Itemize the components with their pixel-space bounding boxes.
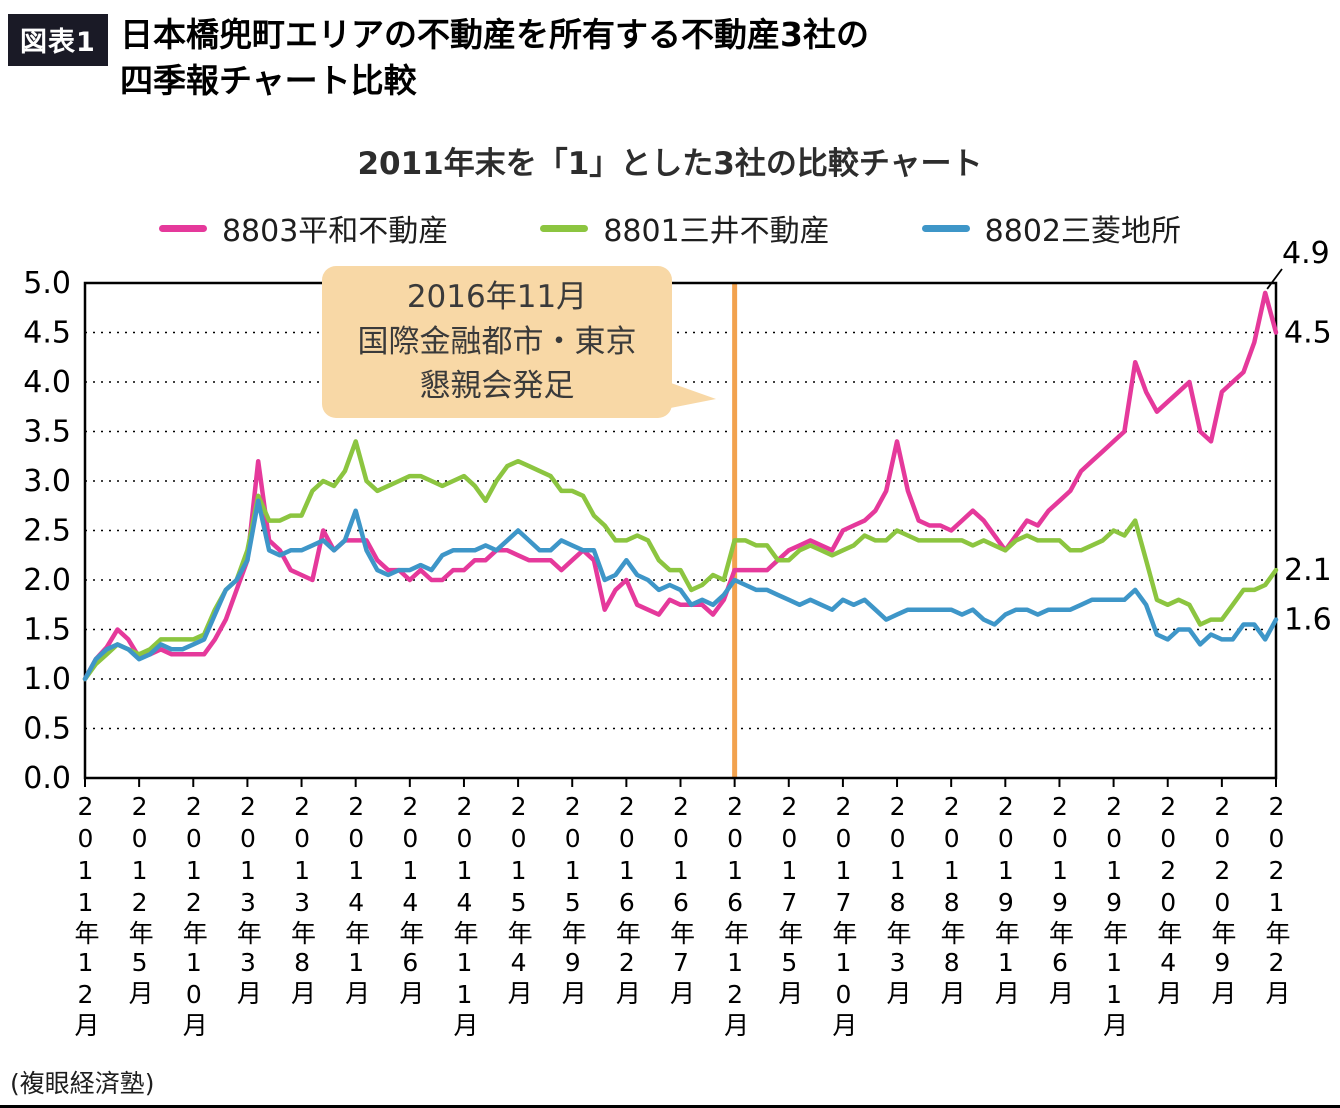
figure-badge: 図表1 [8, 14, 108, 66]
x-axis-label: 2021年2月 [1262, 792, 1291, 1008]
y-axis-label: 3.0 [23, 464, 71, 499]
annotation-line3: 懇親会発足 [419, 368, 575, 405]
x-axis-label: 2014年1月 [341, 792, 371, 1008]
y-axis-label: 4.5 [23, 316, 71, 351]
x-axis-label: 2017年10月 [828, 792, 858, 1040]
x-axis-label: 2011年12月 [71, 792, 100, 1040]
legend-item-8802: 8802三菱地所 [921, 206, 1182, 250]
y-axis-label: 5.0 [23, 266, 71, 301]
legend-swatch [540, 224, 589, 232]
annotation-line2: 国際金融都市・東京 [357, 323, 637, 360]
x-axis-label: 2015年4月 [504, 792, 534, 1008]
x-axis-label: 2015年9月 [558, 792, 588, 1008]
legend-label: 8802三菱地所 [984, 214, 1182, 249]
page-title-line2: 四季報チャート比較 [120, 60, 417, 100]
peak-leader-line [1266, 268, 1283, 290]
x-axis-label: 2012年10月 [179, 792, 209, 1040]
event-annotation-callout: 2016年11月 国際金融都市・東京 懇親会発足 [322, 266, 672, 418]
x-axis-label: 2014年11月 [449, 792, 479, 1040]
x-axis-label: 2018年3月 [883, 792, 913, 1008]
series-line-8802 [82, 498, 1279, 682]
bottom-divider [0, 1105, 1340, 1108]
legend-label: 8801三井不動産 [603, 214, 830, 249]
x-axis-label: 2017年5月 [774, 792, 804, 1008]
source-credit: (複眼経済塾) [10, 1069, 155, 1098]
series-line-8801 [82, 439, 1279, 682]
legend-item-8803: 8803平和不動産 [158, 206, 449, 250]
chart-legend: 8803平和不動産 8801三井不動産 8802三菱地所 [0, 206, 1340, 250]
legend-label: 8803平和不動産 [221, 214, 449, 249]
y-axis-label: 3.5 [23, 415, 71, 450]
y-axis-label: 1.5 [23, 613, 71, 648]
y-axis-label: 2.0 [23, 563, 71, 598]
legend-item-8801: 8801三井不動産 [540, 206, 830, 250]
y-axis-label: 1.0 [23, 662, 71, 697]
x-axis-label: 2020年9月 [1207, 792, 1237, 1008]
x-axis-label: 2019年1月 [991, 792, 1021, 1008]
page-title: 日本橋兜町エリアの不動産を所有する不動産3社の 四季報チャート比較 [120, 12, 869, 103]
x-axis-label: 2016年2月 [612, 792, 642, 1008]
x-axis-label: 2020年4月 [1153, 792, 1183, 1008]
end-value-label: 2.1 [1284, 553, 1332, 588]
x-axis-label: 2013年3月 [233, 792, 263, 1008]
x-axis-label: 2012年5月 [125, 792, 155, 1008]
x-axis-label: 2013年8月 [287, 792, 317, 1008]
x-axis-label: 2016年7月 [666, 792, 696, 1008]
end-value-label: 4.9 [1282, 236, 1330, 271]
x-axis-label: 2019年11月 [1099, 792, 1129, 1040]
chart-title: 2011年末を「1」とした3社の比較チャート [357, 146, 983, 182]
y-axis-label: 0.0 [23, 761, 71, 796]
y-axis-label: 2.5 [23, 514, 71, 549]
annotation-line1: 2016年11月 [406, 278, 588, 315]
x-axis-label: 2014年6月 [395, 792, 425, 1008]
legend-swatch [158, 224, 207, 232]
y-axis-label: 4.0 [23, 365, 71, 400]
end-value-label: 1.6 [1284, 603, 1332, 638]
x-axis-label: 2018年8月 [937, 792, 967, 1008]
y-axis-label: 0.5 [23, 712, 71, 747]
x-axis-label: 2016年12月 [720, 792, 750, 1040]
legend-swatch [921, 224, 970, 232]
series-line-8803 [82, 290, 1279, 682]
page-title-line1: 日本橋兜町エリアの不動産を所有する不動産3社の [120, 15, 869, 54]
x-axis-label: 2019年6月 [1045, 792, 1075, 1008]
end-value-label: 4.5 [1284, 316, 1332, 351]
